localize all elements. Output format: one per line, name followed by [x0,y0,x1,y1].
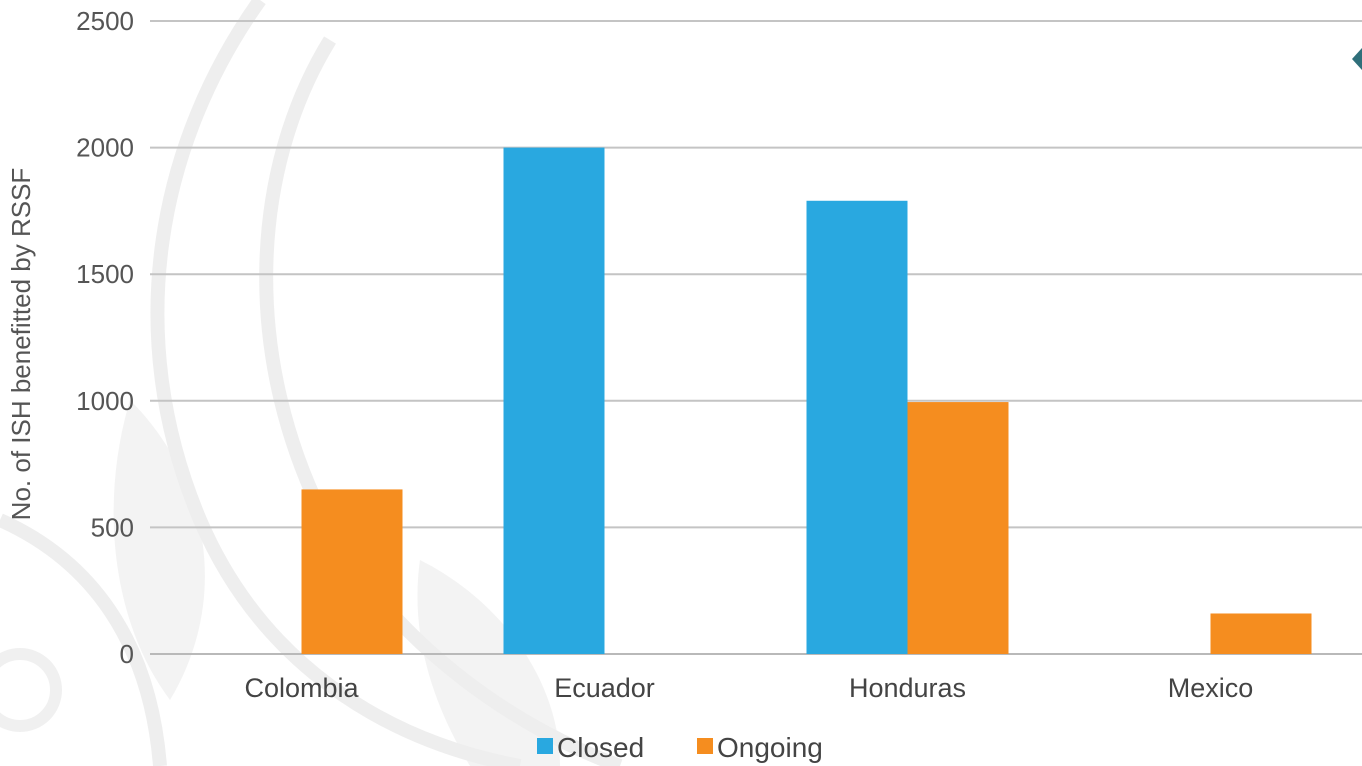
y-axis-title: No. of ISH benefitted by RSSF [6,168,36,521]
x-axis-labels: Colombia Ecuador Honduras Mexico [244,673,1253,703]
x-tick-label: Honduras [849,673,966,703]
bars [301,147,1312,654]
bar-closed-honduras [806,200,908,654]
x-tick-label: Colombia [244,673,359,703]
legend-label-closed: Closed [557,732,644,763]
x-tick-label: Ecuador [554,673,655,703]
legend-label-ongoing: Ongoing [717,732,823,763]
bar-ongoing-honduras [907,402,1009,654]
y-tick-label: 2000 [76,133,134,163]
y-tick-label: 2500 [76,6,134,36]
x-tick-label: Mexico [1168,673,1254,703]
gridlines [150,20,1362,655]
legend: Closed Ongoing [537,732,823,763]
y-tick-label: 0 [120,639,134,669]
bar-closed-ecuador [503,147,605,654]
y-axis-ticks: 0 500 1000 1500 2000 2500 [76,6,134,669]
bar-ongoing-colombia [301,489,403,654]
y-tick-label: 500 [91,512,134,542]
bar-ongoing-mexico [1210,613,1312,654]
legend-swatch-ongoing [697,738,713,754]
y-tick-label: 1000 [76,386,134,416]
y-tick-label: 1500 [76,259,134,289]
corner-arrow-icon [1352,48,1362,70]
legend-swatch-closed [537,738,553,754]
